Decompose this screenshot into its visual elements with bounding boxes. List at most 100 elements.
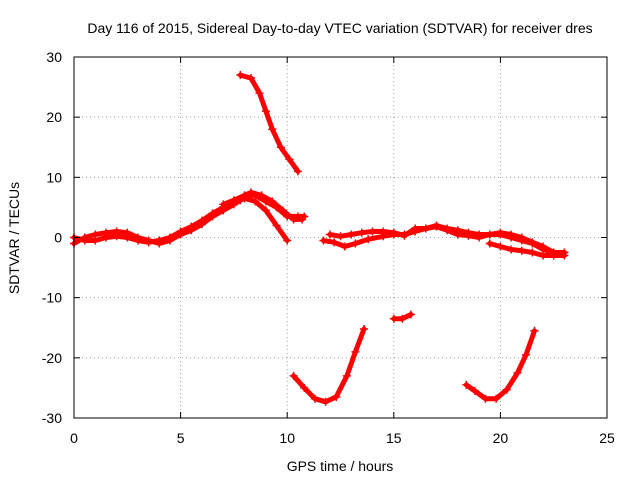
series-track-6 [325,221,569,257]
data-point-marker [268,125,277,134]
data-point-marker [236,71,245,80]
y-tick-label: 10 [46,169,62,185]
data-point-marker [246,74,255,83]
data-point-marker [276,143,285,152]
data-point-marker [485,230,494,239]
data-point-marker [165,233,174,242]
y-tick-label: 30 [46,49,62,65]
data-point-marker [517,233,526,242]
data-point-marker [492,394,501,403]
data-point-marker [549,251,558,260]
y-tick-label: -10 [42,290,62,306]
data-point-marker [389,228,398,237]
data-point-marker [368,227,377,236]
data-point-marker [319,236,328,245]
data-point-marker [208,209,217,218]
data-point-marker [411,224,420,233]
data-point-marker [528,238,537,247]
series-track-9 [389,310,415,323]
data-point-marker [268,197,277,206]
series-track-3 [219,188,307,224]
data-point-marker [389,314,398,323]
data-point-marker [481,394,490,403]
y-tick-label: 20 [46,109,62,125]
data-point-marker [406,310,415,319]
data-point-marker [187,222,196,231]
data-point-marker [101,233,110,242]
data-point-marker [517,246,526,255]
series-line [237,72,301,174]
series-line [71,195,290,246]
data-point-marker [351,347,360,356]
data-point-marker [400,231,409,240]
data-point-marker [528,248,537,257]
series-layer [70,71,569,406]
data-point-marker [310,394,319,403]
data-point-marker [462,380,471,389]
y-axis-label: SDTVAR / TECUs [6,182,22,294]
data-point-marker [432,221,441,230]
data-point-marker [289,215,298,224]
data-point-marker [398,314,407,323]
data-point-marker [330,238,339,247]
x-axis-label: GPS time / hours [287,458,394,474]
data-point-marker [485,239,494,248]
data-point-marker [496,228,505,237]
data-point-marker [496,242,505,251]
data-point-marker [261,206,270,215]
y-tick-label: 0 [54,230,62,246]
data-point-marker [219,200,228,209]
x-tick-label: 25 [599,430,615,446]
data-point-marker [272,221,281,230]
series-track-8 [289,324,368,406]
data-point-marker [300,383,309,392]
series-track-7 [485,239,569,260]
tick-layer: 0 5 10 15 20 25 -30 -20 -10 0 10 20 30 [42,49,615,446]
data-point-marker [364,235,373,244]
chart-title: Day 116 of 2015, Sidereal Day-to-day VTE… [87,20,592,36]
y-tick-label: -20 [42,350,62,366]
data-point-marker [176,227,185,236]
series-track-10 [462,326,539,403]
data-point-marker [507,230,516,239]
data-point-marker [475,230,484,239]
data-point-marker [421,224,430,233]
data-point-marker [359,324,368,333]
data-point-marker [246,188,255,197]
data-point-marker [261,107,270,116]
y-tick-label: -30 [42,410,62,426]
data-point-marker [530,326,539,335]
data-point-marker [321,397,330,406]
data-point-marker [470,386,479,395]
series-track-4 [236,71,302,176]
data-point-marker [278,206,287,215]
data-point-marker [560,251,569,260]
x-tick-label: 10 [279,430,295,446]
data-point-marker [443,224,452,233]
x-tick-label: 0 [70,430,78,446]
data-point-marker [502,385,511,394]
data-point-marker [336,232,345,241]
data-point-marker [240,191,249,200]
data-point-marker [464,228,473,237]
data-point-marker [342,371,351,380]
data-point-marker [255,89,264,98]
data-point-marker [144,238,153,247]
data-point-marker [513,368,522,377]
data-point-marker [539,251,548,260]
data-point-marker [298,215,307,224]
data-point-marker [357,228,366,237]
data-point-marker [379,227,388,236]
data-point-marker [340,242,349,251]
data-point-marker [507,245,516,254]
data-point-marker [347,230,356,239]
data-point-marker [539,242,548,251]
data-point-marker [293,167,302,176]
data-point-marker [289,371,298,380]
data-point-marker [123,233,132,242]
data-point-marker [133,236,142,245]
data-point-marker [325,230,334,239]
x-tick-label: 5 [177,430,185,446]
